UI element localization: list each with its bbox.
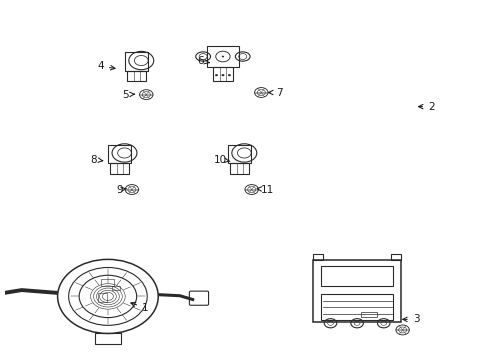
Bar	[312, 254, 323, 260]
Circle shape	[215, 74, 218, 76]
Bar	[320, 266, 393, 286]
Text: 10: 10	[214, 154, 229, 165]
Text: 5: 5	[122, 90, 134, 100]
Bar	[390, 254, 401, 260]
Bar	[95, 333, 121, 344]
Text: 11: 11	[257, 185, 274, 194]
Text: 9: 9	[116, 185, 126, 194]
Text: 8: 8	[90, 154, 102, 165]
Bar	[112, 286, 120, 290]
Text: 2: 2	[418, 102, 434, 112]
Text: 3: 3	[402, 314, 419, 324]
Text: 1: 1	[131, 302, 148, 313]
Bar	[110, 163, 129, 174]
Bar	[320, 294, 393, 320]
Text: 4: 4	[97, 62, 115, 71]
Bar	[360, 312, 376, 317]
Circle shape	[227, 74, 230, 76]
Bar	[207, 46, 238, 67]
Bar	[312, 260, 401, 322]
Bar	[98, 293, 107, 302]
Circle shape	[221, 74, 224, 76]
Bar	[230, 163, 249, 174]
Bar	[108, 145, 131, 163]
Circle shape	[222, 56, 224, 57]
Bar	[212, 67, 232, 81]
Text: 7: 7	[268, 87, 282, 98]
Bar	[101, 279, 114, 286]
Bar	[127, 71, 146, 81]
Bar	[228, 145, 251, 163]
Bar	[125, 52, 148, 71]
Text: 6: 6	[197, 56, 209, 66]
